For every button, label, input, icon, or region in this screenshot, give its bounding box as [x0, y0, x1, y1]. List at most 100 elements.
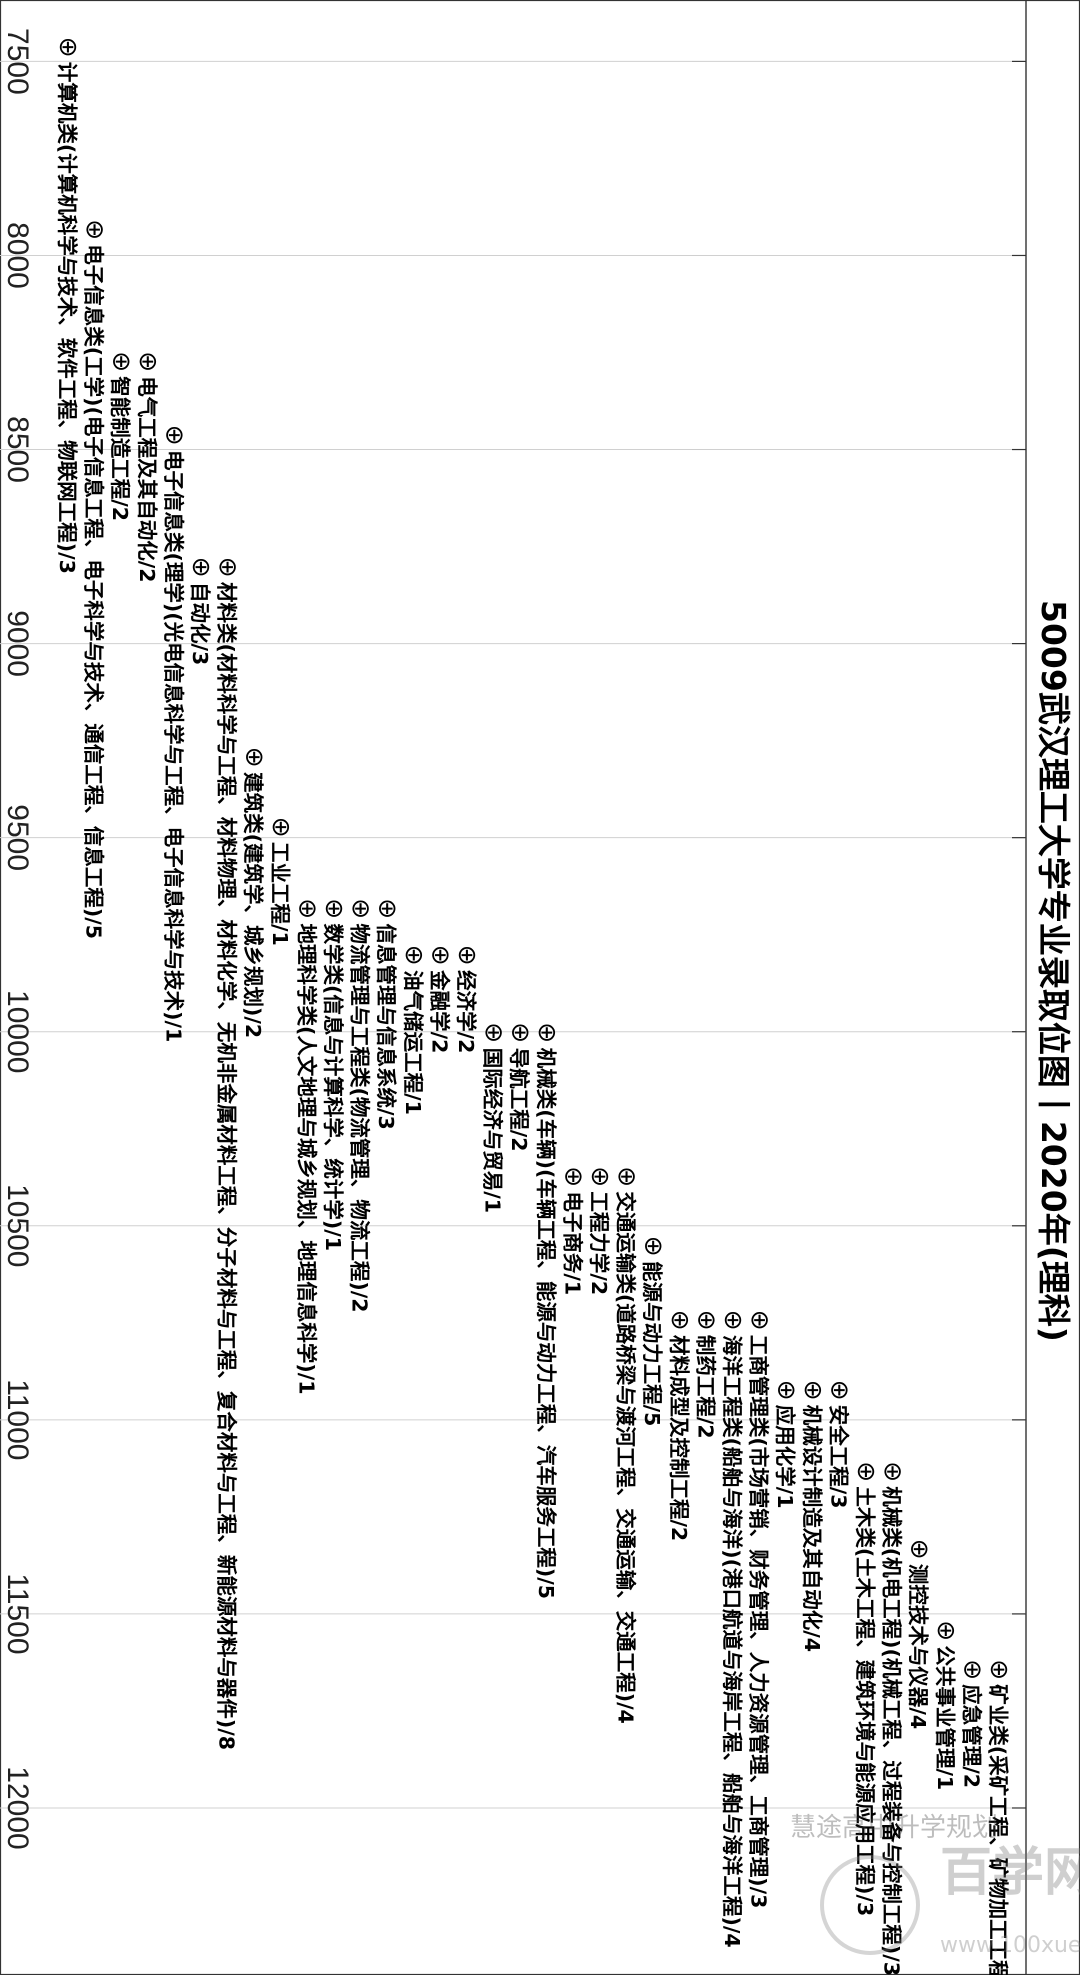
tick-label: 11000: [1, 1379, 34, 1460]
point-marker: ⊕: [137, 346, 158, 375]
tick-label: 9000: [1, 610, 34, 677]
data-point: ⊕自动化/3: [188, 552, 212, 665]
point-marker: ⊕: [669, 1305, 690, 1334]
data-point: ⊕工商管理类(市场营销、财务管理、人力资源管理、工商管理)/3: [747, 1305, 771, 1909]
data-point: ⊕应急管理/2: [959, 1654, 983, 1788]
point-marker: ⊕: [590, 1161, 611, 1190]
point-label: 工商管理类(市场营销、财务管理、人力资源管理、工商管理)/3: [747, 1335, 771, 1909]
data-point: ⊕金融学/2: [427, 940, 451, 1053]
point-marker: ⊕: [909, 1534, 930, 1563]
point-label: 测控技术与仪器/4: [906, 1564, 930, 1729]
point-label: 矿业类(采矿工程、矿物加工工程)/1: [986, 1684, 1010, 1975]
point-label: 信息管理与信息系统/3: [374, 924, 398, 1130]
point-marker: ⊕: [164, 420, 185, 449]
point-marker: ⊕: [536, 1018, 557, 1047]
point-marker: ⊕: [723, 1305, 744, 1334]
data-point: ⊕能源与动力工程/5: [640, 1231, 664, 1426]
point-marker: ⊕: [111, 346, 132, 375]
tick-label: 7500: [1, 28, 34, 95]
point-marker: ⊕: [84, 214, 105, 243]
point-label: 海洋工程类(船舶与海洋)(港口航道与海岸工程、船舶与海洋工程)/4: [720, 1335, 744, 1948]
point-marker: ⊕: [510, 1018, 531, 1047]
point-label: 电气工程及其自动化/2: [135, 376, 159, 582]
point-label: 建筑类(建筑学、城乡规划)/2: [241, 772, 265, 1038]
data-point: ⊕公共事业管理/1: [933, 1615, 957, 1790]
data-points: ⊕计算机类(计算机科学与技术、软件工程、物联网工程)/3 ⊕电子信息类(工学)(电…: [55, 32, 1010, 1975]
point-label: 电子商务/1: [560, 1191, 584, 1295]
data-point: ⊕机械设计制造及其自动化/4: [800, 1375, 824, 1652]
point-marker: ⊕: [403, 940, 424, 969]
data-point: ⊕安全工程/3: [826, 1375, 850, 1509]
point-marker: ⊕: [643, 1231, 664, 1260]
data-point: ⊕物流管理与工程类(物流管理、物流工程)/2: [348, 894, 372, 1313]
point-label: 智能制造工程/2: [108, 376, 132, 521]
point-label: 机械类(车辆)(车辆工程、能源与动力工程、汽车服务工程)/5: [534, 1048, 558, 1599]
tick-label: 12000: [1, 1766, 34, 1849]
point-label: 应急管理/2: [959, 1684, 983, 1788]
data-point: ⊕交通运输类(道路桥梁与渡河工程、交通运输、交通工程)/4: [614, 1161, 638, 1724]
point-marker: ⊕: [457, 940, 478, 969]
point-label: 土木类(土木工程、建筑环境与能源应用工程)/3: [853, 1486, 877, 1916]
point-marker: ⊕: [430, 940, 451, 969]
point-label: 材料类(材料科学与工程、材料物理、材料化学、无机非金属材料工程、分子材料与工程、…: [215, 582, 239, 1750]
point-marker: ⊕: [935, 1615, 956, 1644]
data-point: ⊕海洋工程类(船舶与海洋)(港口航道与海岸工程、船舶与海洋工程)/4: [720, 1305, 744, 1948]
data-point: ⊕地理科学类(人文地理与城乡规划、地理信息科学)/1: [294, 894, 318, 1395]
point-marker: ⊕: [483, 1018, 504, 1047]
point-label: 交通运输类(道路桥梁与渡河工程、交通运输、交通工程)/4: [614, 1191, 638, 1724]
data-point: ⊕油气储运工程/1: [401, 940, 425, 1115]
data-point: ⊕经济学/2: [454, 940, 478, 1053]
point-label: 材料成型及控制工程/2: [667, 1335, 691, 1541]
data-point: ⊕智能制造工程/2: [108, 346, 132, 521]
data-point: ⊕土木类(土木工程、建筑环境与能源应用工程)/3: [853, 1456, 877, 1916]
point-marker: ⊕: [324, 894, 345, 923]
data-point: ⊕计算机类(计算机科学与技术、软件工程、物联网工程)/3: [55, 32, 79, 574]
point-label: 应用化学/1: [773, 1405, 797, 1509]
point-marker: ⊕: [217, 552, 238, 581]
point-marker: ⊕: [297, 894, 318, 923]
tick-label: 10000: [1, 990, 34, 1073]
point-marker: ⊕: [962, 1654, 983, 1683]
data-point: ⊕矿业类(采矿工程、矿物加工工程)/1: [986, 1654, 1010, 1975]
point-marker: ⊕: [377, 894, 398, 923]
point-label: 公共事业管理/1: [933, 1645, 957, 1790]
data-point: ⊕机械类(机电工程)(机械工程、过程装备与控制工程)/3: [880, 1456, 904, 1975]
data-point: ⊕国际经济与贸易/1: [481, 1018, 505, 1213]
point-label: 工程力学/2: [587, 1191, 611, 1295]
data-point: ⊕材料类(材料科学与工程、材料物理、材料化学、无机非金属材料工程、分子材料与工程…: [215, 552, 239, 1750]
data-point: ⊕材料成型及控制工程/2: [667, 1305, 691, 1541]
tick-label: 8500: [1, 416, 34, 483]
point-marker: ⊕: [350, 894, 371, 923]
point-label: 数学类(信息与计算科学、统计学)/1: [321, 924, 345, 1251]
watermark-site: www.100xue.net: [940, 1933, 1080, 1958]
point-marker: ⊕: [882, 1456, 903, 1485]
point-label: 经济学/2: [454, 970, 478, 1053]
point-marker: ⊕: [802, 1375, 823, 1404]
point-marker: ⊕: [776, 1375, 797, 1404]
point-marker: ⊕: [749, 1305, 770, 1334]
point-marker: ⊕: [989, 1654, 1010, 1683]
point-marker: ⊕: [270, 812, 291, 841]
point-label: 地理科学类(人文地理与城乡规划、地理信息科学)/1: [294, 924, 318, 1395]
watermark-account: 慧途高中升学规划: [790, 1813, 998, 1843]
point-label: 自动化/3: [188, 582, 212, 665]
data-point: ⊕工程力学/2: [587, 1161, 611, 1295]
data-point: ⊕电子信息类(理学)(光电信息科学与工程、电子信息科学与技术)/1: [161, 420, 185, 1042]
point-label: 安全工程/3: [826, 1405, 850, 1509]
point-marker: ⊕: [244, 742, 265, 771]
tick-label: 9500: [1, 804, 34, 871]
watermark-logo-icon: [820, 1855, 920, 1955]
point-marker: ⊕: [696, 1305, 717, 1334]
point-label: 国际经济与贸易/1: [481, 1048, 505, 1213]
point-marker: ⊕: [563, 1161, 584, 1190]
point-label: 油气储运工程/1: [401, 970, 425, 1115]
point-marker: ⊕: [616, 1161, 637, 1190]
tick-label: 8000: [1, 222, 34, 289]
point-marker: ⊕: [191, 552, 212, 581]
data-point: ⊕电子信息类(工学)(电子信息工程、电子科学与技术、通信工程、信息工程)/5: [82, 214, 106, 939]
data-point: ⊕工业工程/1: [268, 812, 292, 946]
point-label: 工业工程/1: [268, 842, 292, 946]
point-label: 导航工程/2: [507, 1048, 531, 1152]
